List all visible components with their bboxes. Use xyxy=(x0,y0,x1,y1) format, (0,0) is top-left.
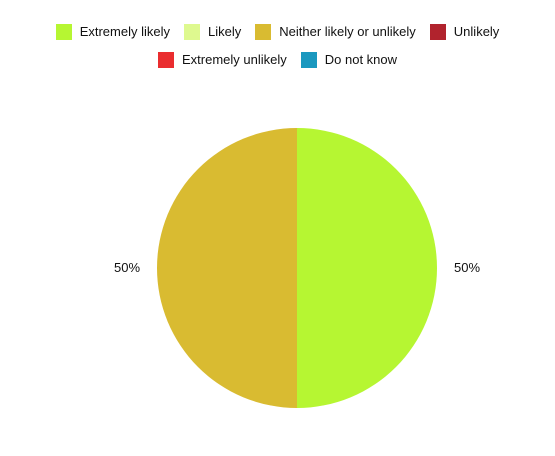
chart-legend: Extremely likely Likely Neither likely o… xyxy=(0,18,555,74)
legend-item-unlikely[interactable]: Unlikely xyxy=(429,24,500,40)
pie-data-label-neither-likely-or-unlikely: 50% xyxy=(114,260,140,275)
pie-data-label-extremely-likely: 50% xyxy=(454,260,480,275)
legend-row-2: Extremely unlikely Do not know xyxy=(0,46,555,74)
legend-label-do-not-know: Do not know xyxy=(324,52,398,67)
legend-swatch-unlikely xyxy=(429,24,446,40)
legend-label-likely: Likely xyxy=(207,24,242,39)
legend-swatch-likely xyxy=(183,24,200,40)
legend-item-extremely-likely[interactable]: Extremely likely xyxy=(55,24,170,40)
legend-swatch-neither-likely-or-unlikely xyxy=(255,24,272,40)
legend-item-neither-likely-or-unlikely[interactable]: Neither likely or unlikely xyxy=(255,24,416,40)
legend-item-likely[interactable]: Likely xyxy=(183,24,242,40)
legend-label-neither-likely-or-unlikely: Neither likely or unlikely xyxy=(279,24,416,39)
legend-row-1: Extremely likely Likely Neither likely o… xyxy=(0,18,555,46)
legend-swatch-extremely-likely xyxy=(55,24,72,40)
pie-slice-neither-likely-or-unlikely[interactable] xyxy=(157,128,297,408)
legend-label-extremely-unlikely: Extremely unlikely xyxy=(181,52,287,67)
pie-slices xyxy=(157,128,437,408)
legend-label-extremely-likely: Extremely likely xyxy=(79,24,170,39)
legend-item-do-not-know[interactable]: Do not know xyxy=(300,52,398,68)
pie-slice-extremely-likely[interactable] xyxy=(297,128,437,408)
legend-swatch-do-not-know xyxy=(300,52,317,68)
legend-item-extremely-unlikely[interactable]: Extremely unlikely xyxy=(157,52,287,68)
pie-data-labels: 50% 50% xyxy=(114,260,480,275)
legend-label-unlikely: Unlikely xyxy=(453,24,500,39)
legend-swatch-extremely-unlikely xyxy=(157,52,174,68)
